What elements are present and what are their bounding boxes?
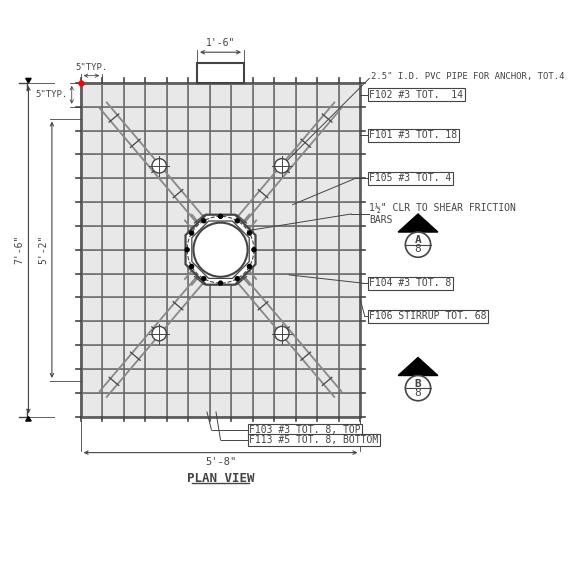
Text: B: B <box>415 379 422 389</box>
Circle shape <box>275 326 289 341</box>
Text: 5'-2": 5'-2" <box>38 235 48 264</box>
Circle shape <box>248 264 252 268</box>
Text: 2.5" I.D. PVC PIPE FOR ANCHOR, TOT.4: 2.5" I.D. PVC PIPE FOR ANCHOR, TOT.4 <box>371 72 564 81</box>
Text: 5"TYP.: 5"TYP. <box>75 63 108 72</box>
Circle shape <box>252 248 256 252</box>
Text: 1'-6": 1'-6" <box>206 38 235 47</box>
Circle shape <box>193 223 248 277</box>
Bar <box>81 83 360 417</box>
Text: 7'-6": 7'-6" <box>15 235 25 264</box>
Text: PLAN VIEW: PLAN VIEW <box>187 472 254 485</box>
Text: 5"TYP.: 5"TYP. <box>35 90 67 99</box>
Text: F105 #3 TOT. 4: F105 #3 TOT. 4 <box>369 173 452 183</box>
Circle shape <box>219 214 222 219</box>
Circle shape <box>190 264 193 268</box>
Circle shape <box>248 231 252 235</box>
Circle shape <box>405 376 430 401</box>
Text: F103 #3 TOT. 8, TOP: F103 #3 TOT. 8, TOP <box>249 425 361 435</box>
Circle shape <box>152 159 166 173</box>
Bar <box>197 63 244 83</box>
Text: A: A <box>415 235 422 245</box>
Circle shape <box>185 248 189 252</box>
Polygon shape <box>186 214 256 285</box>
Polygon shape <box>398 214 438 232</box>
Text: F104 #3 TOT. 8: F104 #3 TOT. 8 <box>369 278 452 288</box>
Text: 5'-8": 5'-8" <box>205 457 236 467</box>
Text: F101 #3 TOT. 18: F101 #3 TOT. 18 <box>369 130 457 140</box>
Polygon shape <box>398 357 438 376</box>
Circle shape <box>235 219 239 223</box>
Text: F106 STIRRUP TOT. 68: F106 STIRRUP TOT. 68 <box>369 311 487 322</box>
Text: 1½" CLR TO SHEAR FRICTION
BARS: 1½" CLR TO SHEAR FRICTION BARS <box>369 203 516 225</box>
Circle shape <box>219 281 222 285</box>
Text: 8: 8 <box>415 244 422 254</box>
Circle shape <box>235 277 239 281</box>
Circle shape <box>405 232 430 257</box>
Circle shape <box>190 231 193 235</box>
Text: F113 #5 TOT. 8, BOTTOM: F113 #5 TOT. 8, BOTTOM <box>249 435 379 445</box>
Text: F102 #3 TOT.  14: F102 #3 TOT. 14 <box>369 90 463 100</box>
Text: 8: 8 <box>415 388 422 398</box>
Polygon shape <box>26 417 31 421</box>
Circle shape <box>202 219 206 223</box>
Polygon shape <box>26 79 31 83</box>
Circle shape <box>275 159 289 173</box>
Circle shape <box>152 326 166 341</box>
Circle shape <box>202 277 206 281</box>
